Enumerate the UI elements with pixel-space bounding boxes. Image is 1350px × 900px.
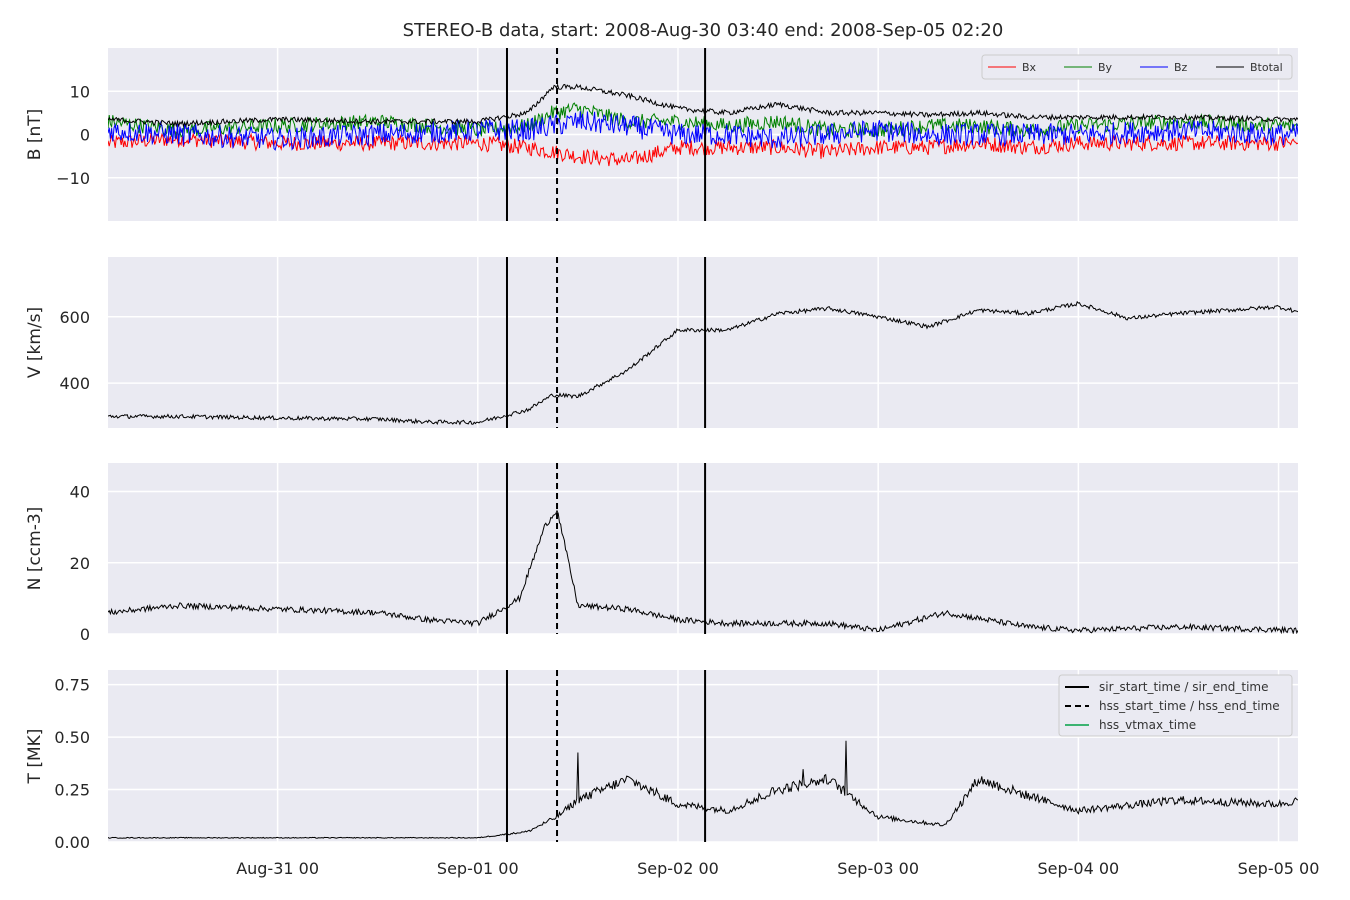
y-axis-label: N [ccm-3]	[25, 507, 45, 591]
y-axis-label: T [MK]	[25, 729, 45, 785]
series-line-t	[108, 740, 1298, 839]
y-tick-label: −10	[56, 169, 90, 188]
y-tick-label: 0	[80, 625, 90, 644]
y-tick-label: 400	[59, 374, 90, 393]
x-axis-ticks: Aug-31 00 Sep-01 00 Sep-02 00 Sep-03 00 Sep-…	[236, 859, 1319, 878]
y-axis-label: B [nT]	[25, 109, 45, 161]
x-tick-label: Sep-02 00	[637, 859, 719, 878]
legend-label: hss_vtmax_time	[1099, 718, 1196, 732]
plot-area	[108, 257, 1298, 428]
y-tick-label: 0	[80, 126, 90, 145]
panel-density: 0 20 40 N [ccm-3]	[25, 463, 1298, 644]
legend-label: hss_start_time / hss_end_time	[1099, 699, 1280, 713]
legend-event-markers: sir_start_time / sir_end_time hss_start_t…	[1058, 674, 1293, 737]
panel-magnetic_field: 10 0 −10 B [nT] Bx By Bz Btotal	[25, 48, 1298, 221]
legend-label: Bx	[1022, 61, 1037, 74]
panel-velocity: 400 600 V [km/s]	[25, 257, 1298, 428]
legend-label: Bz	[1174, 61, 1188, 74]
x-tick-label: Sep-05 00	[1238, 859, 1320, 878]
panels: 10 0 −10 B [nT] Bx By Bz Btotal 400 600 V [km/s] 0 2…	[25, 48, 1298, 852]
series-line-bx	[108, 131, 1298, 167]
y-tick-label: 0.00	[54, 833, 90, 852]
legend-magnetic-field: Bx By Bz Btotal	[981, 54, 1293, 80]
x-tick-label: Sep-03 00	[837, 859, 919, 878]
y-axis-label: V [km/s]	[25, 307, 45, 378]
series-line-by	[108, 102, 1298, 138]
legend-label: Btotal	[1250, 61, 1283, 74]
legend-box	[981, 54, 1293, 80]
y-tick-label: 40	[70, 483, 90, 502]
series-line-btotal	[108, 83, 1298, 128]
series-line-bz	[108, 111, 1298, 151]
figure-title: STEREO-B data, start: 2008-Aug-30 03:40 …	[403, 20, 1004, 41]
y-tick-label: 20	[70, 554, 90, 573]
legend-label: By	[1098, 61, 1113, 74]
y-tick-label: 10	[70, 82, 90, 101]
legend-box	[1058, 674, 1293, 737]
y-tick-label: 0.50	[54, 728, 90, 747]
x-tick-label: Sep-04 00	[1037, 859, 1119, 878]
y-tick-label: 600	[59, 308, 90, 327]
x-tick-label: Sep-01 00	[437, 859, 519, 878]
y-tick-label: 0.25	[54, 781, 90, 800]
legend-label: sir_start_time / sir_end_time	[1099, 680, 1269, 694]
series-line-v	[108, 300, 1298, 426]
y-tick-label: 0.75	[54, 676, 90, 695]
panel-temperature: 0.00 0.25 0.50 0.75 T [MK] sir_start_time / s…	[25, 670, 1298, 852]
x-tick-label: Aug-31 00	[236, 859, 319, 878]
